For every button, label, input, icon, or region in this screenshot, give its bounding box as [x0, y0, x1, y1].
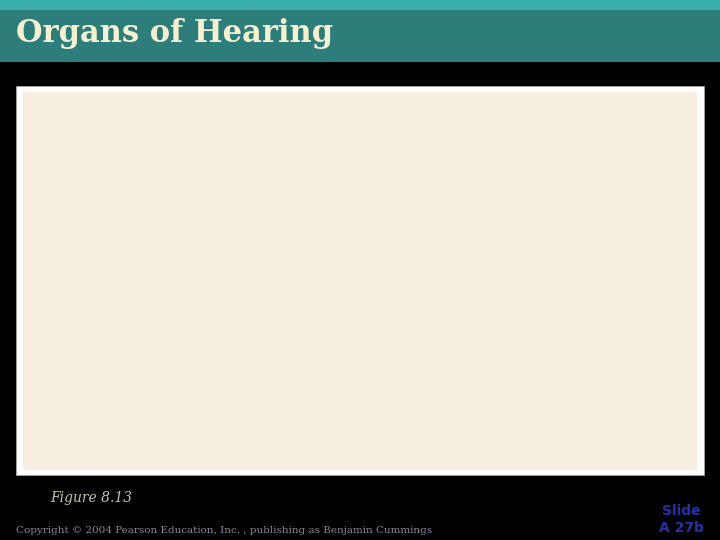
FancyBboxPatch shape [0, 0, 720, 10]
FancyBboxPatch shape [0, 0, 720, 62]
Text: Copyright © 2004 Pearson Education, Inc. , publishing as Benjamin Cummings: Copyright © 2004 Pearson Education, Inc.… [16, 525, 432, 535]
FancyBboxPatch shape [23, 92, 697, 470]
Text: Organs of Hearing: Organs of Hearing [16, 18, 333, 49]
Text: Figure 8.13: Figure 8.13 [50, 491, 132, 505]
Text: Slide
A 27b: Slide A 27b [660, 504, 704, 535]
FancyBboxPatch shape [16, 86, 704, 475]
